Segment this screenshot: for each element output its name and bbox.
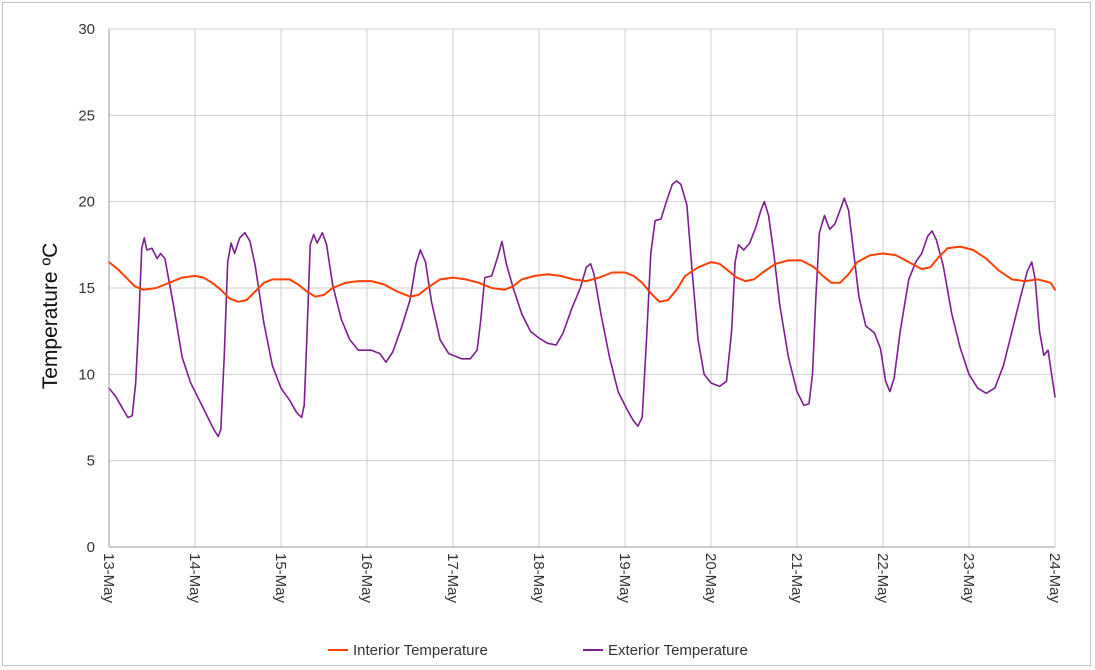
x-tick-labels: 13-May 14-May 15-May 16-May 17-May 18-May 19-M… [100,553,1063,604]
axes [108,29,1055,548]
x-tick-label: 18-May [530,553,547,604]
x-tick-label: 19-May [616,553,633,604]
y-tick-label: 20 [78,194,95,211]
y-tick-label: 15 [78,280,95,297]
x-tick-label: 24-May [1046,553,1063,604]
y-tick-label: 5 [87,453,95,470]
x-tick-label: 20-May [702,553,719,604]
grid-lines [108,28,1056,548]
legend: Interior Temperature Exterior Temperature [328,642,748,659]
x-tick-label: 13-May [100,553,117,604]
y-tick-label: 30 [78,21,95,38]
temperature-line-chart: 0 5 10 15 20 25 30 13-May 14-May 15-May 16-May 17-… [39,21,1063,659]
x-tick-label: 21-May [788,553,805,604]
x-tick-label: 22-May [874,553,891,604]
x-tick-label: 23-May [960,553,977,604]
y-tick-label: 10 [78,366,95,383]
x-tick-label: 17-May [444,553,461,604]
y-axis-title: Temperature ºC [39,243,62,390]
x-tick-label: 14-May [186,553,203,604]
x-tick-label: 15-May [272,553,289,604]
legend-label: Interior Temperature [353,642,488,659]
series-layer [108,180,1056,438]
legend-label: Exterior Temperature [608,642,748,659]
series-line-exterior [108,180,1056,438]
x-tick-label: 16-May [358,553,375,604]
y-tick-label: 25 [78,107,95,124]
y-tick-labels: 0 5 10 15 20 25 30 [78,21,95,556]
series-line-interior [108,245,1056,303]
y-tick-label: 0 [87,539,95,556]
